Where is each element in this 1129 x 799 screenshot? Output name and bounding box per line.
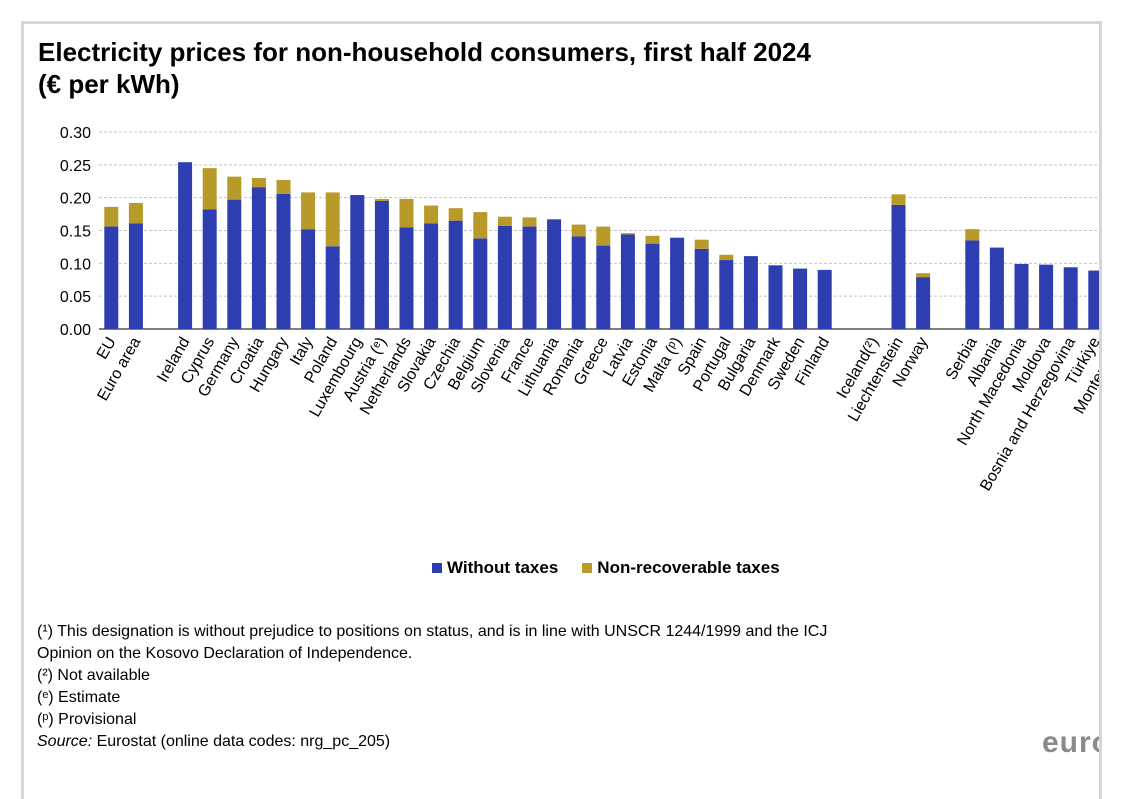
bar-without-taxes bbox=[645, 243, 660, 329]
bar-without-taxes bbox=[301, 229, 316, 329]
bar-non-recoverable-taxes bbox=[620, 233, 635, 235]
bar-without-taxes bbox=[793, 268, 808, 329]
legend-item-without-taxes: Without taxes bbox=[432, 558, 558, 578]
y-tick-label: 0.00 bbox=[60, 322, 91, 339]
bar-non-recoverable-taxes bbox=[399, 198, 414, 228]
bar-non-recoverable-taxes bbox=[719, 254, 734, 261]
bar-non-recoverable-taxes bbox=[374, 198, 389, 201]
chart-frame: Electricity prices for non-household con… bbox=[21, 21, 1102, 799]
bar-non-recoverable-taxes bbox=[473, 212, 488, 239]
legend-label-non-recoverable-taxes: Non-recoverable taxes bbox=[597, 558, 780, 577]
footnote-2: (²) Not available bbox=[37, 667, 150, 684]
bar-non-recoverable-taxes bbox=[251, 177, 266, 188]
bar-without-taxes bbox=[104, 226, 119, 329]
bar-without-taxes bbox=[1088, 270, 1099, 329]
bar-non-recoverable-taxes bbox=[965, 229, 980, 241]
footnote-p: (ᵖ) Provisional bbox=[37, 711, 137, 728]
bar-non-recoverable-taxes bbox=[497, 216, 512, 226]
legend: Without taxes Non-recoverable taxes bbox=[432, 558, 780, 578]
bar-non-recoverable-taxes bbox=[596, 226, 611, 246]
bar-without-taxes bbox=[916, 277, 931, 329]
bar-without-taxes bbox=[719, 260, 734, 329]
footnote-1a: (¹) This designation is without prejudic… bbox=[37, 623, 828, 640]
bar-non-recoverable-taxes bbox=[522, 217, 537, 227]
bar-without-taxes bbox=[965, 240, 980, 329]
source-label: Source: bbox=[37, 733, 93, 750]
bar-non-recoverable-taxes bbox=[571, 224, 586, 237]
bar-without-taxes bbox=[374, 200, 389, 329]
bar-non-recoverable-taxes bbox=[276, 179, 291, 194]
bar-without-taxes bbox=[768, 265, 783, 329]
bar-non-recoverable-taxes bbox=[202, 168, 217, 210]
chart-title-line1: Electricity prices for non-household con… bbox=[38, 37, 811, 67]
footnotes: (¹) This designation is without prejudic… bbox=[37, 621, 1037, 753]
bar-without-taxes bbox=[399, 227, 414, 329]
footnote-1b: Opinion on the Kosovo Declaration of Ind… bbox=[37, 645, 413, 662]
bar-non-recoverable-taxes bbox=[227, 176, 242, 200]
y-tick-label: 0.05 bbox=[60, 289, 91, 306]
chart-title-line2: (€ per kWh) bbox=[38, 69, 180, 99]
bar-without-taxes bbox=[620, 234, 635, 329]
bar-without-taxes bbox=[571, 236, 586, 329]
bar-without-taxes bbox=[350, 195, 365, 329]
bar-non-recoverable-taxes bbox=[448, 208, 463, 221]
bar-without-taxes bbox=[227, 199, 242, 329]
bar-without-taxes bbox=[670, 237, 685, 329]
bar-non-recoverable-taxes bbox=[891, 194, 906, 205]
source-text: Eurostat (online data codes: nrg_pc_205) bbox=[92, 733, 391, 750]
bar-without-taxes bbox=[448, 220, 463, 329]
bar-without-taxes bbox=[891, 204, 906, 329]
bar-without-taxes bbox=[989, 247, 1004, 329]
legend-swatch-without-taxes bbox=[432, 563, 442, 573]
chart-title: Electricity prices for non-household con… bbox=[38, 36, 811, 100]
y-tick-label: 0.10 bbox=[60, 256, 91, 273]
y-tick-label: 0.30 bbox=[60, 125, 91, 142]
y-tick-label: 0.20 bbox=[60, 191, 91, 208]
bar-without-taxes bbox=[424, 223, 439, 329]
bar-without-taxes bbox=[497, 225, 512, 329]
bar-non-recoverable-taxes bbox=[325, 192, 340, 247]
bar-non-recoverable-taxes bbox=[424, 205, 439, 224]
bar-without-taxes bbox=[473, 238, 488, 329]
footnote-e: (ᵉ) Estimate bbox=[37, 689, 121, 706]
bar-without-taxes bbox=[325, 246, 340, 329]
bar-without-taxes bbox=[596, 245, 611, 329]
bar-without-taxes bbox=[251, 187, 266, 329]
bar-without-taxes bbox=[178, 162, 193, 329]
y-tick-label: 0.15 bbox=[60, 224, 91, 241]
eurostat-logo: euro bbox=[1042, 726, 1099, 759]
legend-label-without-taxes: Without taxes bbox=[447, 558, 559, 577]
bar-without-taxes bbox=[694, 248, 709, 329]
bar-without-taxes bbox=[522, 226, 537, 329]
source-line: Source: Eurostat (online data codes: nrg… bbox=[37, 731, 1037, 753]
y-tick-label: 0.25 bbox=[60, 158, 91, 175]
bar-without-taxes bbox=[817, 269, 832, 329]
bar-non-recoverable-taxes bbox=[694, 239, 709, 249]
bar-non-recoverable-taxes bbox=[645, 235, 660, 244]
bar-non-recoverable-taxes bbox=[128, 202, 143, 224]
bar-without-taxes bbox=[202, 209, 217, 329]
bar-without-taxes bbox=[1039, 264, 1054, 329]
bar-without-taxes bbox=[547, 219, 562, 329]
legend-item-non-recoverable-taxes: Non-recoverable taxes bbox=[582, 558, 780, 578]
bar-without-taxes bbox=[1014, 263, 1029, 329]
bar-non-recoverable-taxes bbox=[104, 206, 119, 227]
bar-non-recoverable-taxes bbox=[916, 273, 931, 278]
bar-without-taxes bbox=[1063, 267, 1078, 329]
bar-without-taxes bbox=[128, 223, 143, 329]
bar-without-taxes bbox=[743, 256, 758, 329]
bar-non-recoverable-taxes bbox=[301, 192, 316, 230]
legend-swatch-non-recoverable-taxes bbox=[582, 563, 593, 573]
bar-without-taxes bbox=[276, 193, 291, 329]
